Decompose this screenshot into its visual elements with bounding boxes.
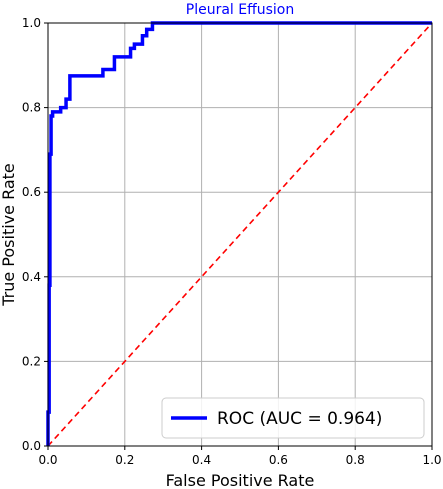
y-tick-label: 0.4	[22, 270, 41, 284]
y-tick-label: 0.0	[22, 439, 41, 453]
chart-title: Pleural Effusion	[186, 2, 294, 18]
y-tick-label: 0.2	[22, 354, 41, 368]
roc-curve	[46, 21, 432, 446]
legend-label-roc: ROC (AUC = 0.964)	[217, 409, 382, 429]
x-axis-label: False Positive Rate	[166, 471, 315, 489]
x-tick-label: 0.4	[192, 453, 211, 467]
y-axis-label: True Positive Rate	[0, 163, 18, 307]
axes: 0.0 0.2 0.4 0.6 0.8 1.0 0.0 0.2 0.4 0.6 0.8 1.0	[22, 16, 442, 467]
legend: ROC (AUC = 0.964)	[161, 397, 425, 439]
x-tick-label: 1.0	[422, 453, 441, 467]
y-tick-label: 0.8	[22, 101, 41, 115]
y-tick-label: 0.6	[22, 185, 41, 199]
x-tick-label: 0.0	[38, 453, 57, 467]
plot-frame	[47, 22, 433, 447]
chance-line	[47, 22, 433, 447]
y-tick-label: 1.0	[22, 16, 41, 30]
x-tick-label: 0.8	[346, 453, 365, 467]
legend-box	[161, 397, 425, 439]
x-tick-label: 0.2	[115, 453, 134, 467]
x-tick-label: 0.6	[269, 453, 288, 467]
series-layer	[46, 21, 433, 447]
